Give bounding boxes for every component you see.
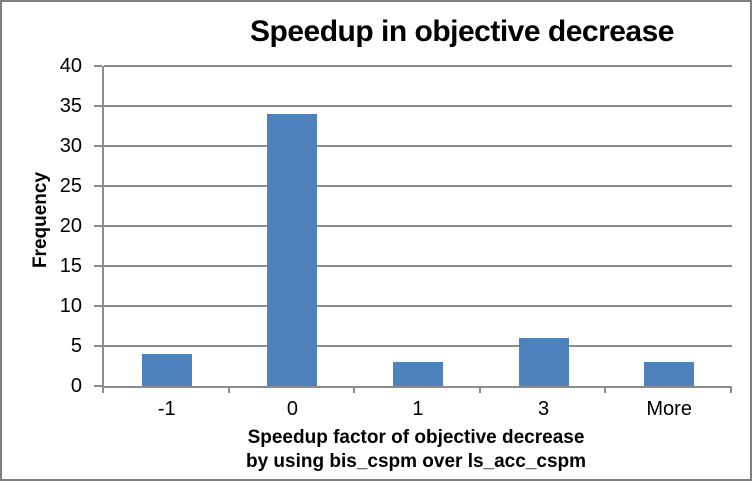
y-tick xyxy=(94,305,102,307)
y-tick xyxy=(94,385,102,387)
y-tick-label: 40 xyxy=(59,55,82,77)
x-axis-title: Speedup factor of objective decrease by … xyxy=(102,426,730,474)
plot-area xyxy=(102,65,732,388)
x-axis-title-line2: by using bis_cspm over ls_acc_cspm xyxy=(245,451,587,472)
chart-title: Speedup in objective decrease xyxy=(249,15,675,48)
x-tick xyxy=(102,388,104,393)
y-tick xyxy=(94,105,102,107)
x-tick xyxy=(730,388,732,393)
gridline xyxy=(104,185,732,187)
x-tick-label: 1 xyxy=(412,398,424,420)
y-tick xyxy=(94,345,102,347)
x-axis-tick-labels: -1 0 1 3 More xyxy=(104,397,732,421)
x-tick xyxy=(478,388,481,393)
y-tick-label: 15 xyxy=(59,255,82,277)
x-axis-title-line1: Speedup factor of objective decrease xyxy=(247,427,585,448)
x-tick-label: 0 xyxy=(286,398,298,420)
y-tick-label: 10 xyxy=(59,295,82,317)
bar-3 xyxy=(518,338,569,386)
x-tick xyxy=(353,388,356,393)
bar-0 xyxy=(267,114,318,386)
x-tick-label: More xyxy=(646,398,692,420)
gridline xyxy=(104,345,732,347)
y-tick xyxy=(94,225,102,227)
x-tick xyxy=(227,388,230,393)
bar--1 xyxy=(141,354,192,386)
x-tick-label: -1 xyxy=(157,398,176,420)
gridline xyxy=(104,145,732,147)
bar-More xyxy=(644,362,695,386)
gridline xyxy=(104,265,732,267)
x-tick-label: 3 xyxy=(538,398,550,420)
gridline xyxy=(104,105,732,107)
gridline xyxy=(104,225,732,227)
y-tick-label: 30 xyxy=(59,135,82,157)
y-tick-label: 35 xyxy=(59,95,82,117)
y-tick xyxy=(94,265,102,267)
y-tick-label: 5 xyxy=(70,335,82,357)
gridline xyxy=(104,305,732,307)
bar-1 xyxy=(393,362,443,386)
y-tick-label: 25 xyxy=(59,175,82,197)
x-tick xyxy=(604,388,607,393)
y-tick-label: 20 xyxy=(59,215,82,237)
y-tick xyxy=(94,65,102,67)
y-tick xyxy=(94,145,102,147)
y-tick xyxy=(94,185,102,187)
y-tick-label: 0 xyxy=(70,375,82,397)
gridline xyxy=(104,65,732,67)
